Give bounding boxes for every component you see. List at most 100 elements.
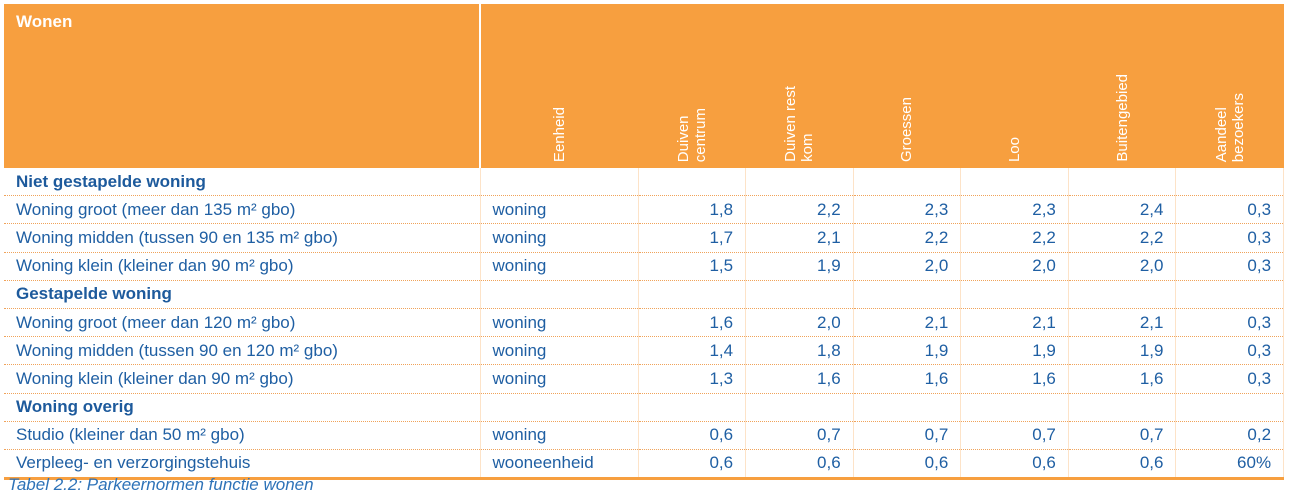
value-cell: 2,0 [853,252,962,281]
value-cell: 1,9 [960,336,1069,366]
value-cell: 2,1 [745,223,854,253]
value-cell: 1,3 [638,364,747,394]
table-row: Woning groot (meer dan 120 m² gbo) woning… [4,308,1285,338]
column-header-label: Duiven rest kom [782,86,817,162]
column-header-label: Aandeel bezoekers [1212,92,1247,162]
value-cell: 0,7 [745,421,854,450]
parking-norms-table: Wonen Eenheid Duiven centrum Duiven rest k… [4,4,1285,481]
empty-cell [1068,393,1177,422]
column-header-label: Groessen [898,96,916,162]
empty-cell [638,168,747,197]
value-cell: 0,6 [853,449,962,481]
value-cell: 2,2 [960,223,1069,253]
table-body: Niet gestapelde woning Woning groot (meer… [4,168,1285,481]
row-unit: woning [480,308,639,338]
value-cell: 0,3 [1175,223,1285,253]
value-cell: 2,2 [853,223,962,253]
empty-cell [1068,168,1177,197]
value-cell: 2,1 [1068,308,1177,338]
table-row: Studio (kleiner dan 50 m² gbo) woning 0,6 0… [4,421,1285,450]
value-cell: 0,7 [1068,421,1177,450]
row-label: Woning midden (tussen 90 en 135 m² gbo) [4,223,481,253]
value-cell: 1,6 [1068,364,1177,394]
row-label: Studio (kleiner dan 50 m² gbo) [4,421,481,450]
empty-cell [480,280,639,309]
empty-cell [853,280,962,309]
empty-cell [745,393,854,422]
empty-cell [745,168,854,197]
row-unit: wooneenheid [480,449,639,481]
empty-cell [853,393,962,422]
value-cell: 0,3 [1175,195,1285,225]
row-unit: woning [480,223,639,253]
value-cell: 2,2 [745,195,854,225]
column-header-label: Eenheid [551,106,568,162]
row-label: Woning klein (kleiner dan 90 m² gbo) [4,252,481,281]
value-cell: 0,3 [1175,252,1285,281]
value-cell: 0,6 [745,449,854,481]
empty-cell [960,280,1069,309]
value-cell: 2,1 [960,308,1069,338]
row-unit: woning [480,252,639,281]
group-label: Gestapelde woning [4,280,481,309]
empty-cell [638,280,747,309]
value-cell: 0,6 [638,449,747,481]
value-cell: 2,3 [853,195,962,225]
empty-cell [1175,393,1285,422]
table-row: Woning midden (tussen 90 en 135 m² gbo) w… [4,223,1285,253]
empty-cell [960,393,1069,422]
value-cell: 0,2 [1175,421,1285,450]
value-cell: 1,4 [638,336,747,366]
value-cell: 0,3 [1175,336,1285,366]
column-header: Duiven rest kom [745,4,854,168]
empty-cell [1068,280,1177,309]
value-cell: 1,9 [1068,336,1177,366]
value-cell: 2,0 [1068,252,1177,281]
value-cell: 2,0 [960,252,1069,281]
empty-cell [1175,168,1285,197]
group-header-row: Gestapelde woning [4,280,1285,309]
group-label: Niet gestapelde woning [4,168,481,197]
column-header: Duiven centrum [638,4,746,168]
value-cell: 1,7 [638,223,747,253]
column-header: Loo [960,4,1069,168]
row-label: Woning midden (tussen 90 en 120 m² gbo) [4,336,481,366]
value-cell: 0,7 [853,421,962,450]
empty-cell [960,168,1069,197]
value-cell: 0,3 [1175,308,1285,338]
value-cell: 2,0 [745,308,854,338]
value-cell: 0,6 [960,449,1069,481]
value-cell: 0,3 [1175,364,1285,394]
value-cell: 1,9 [853,336,962,366]
row-label: Woning klein (kleiner dan 90 m² gbo) [4,364,481,394]
column-header: Buitengebied [1068,4,1176,168]
value-cell: 1,8 [638,195,747,225]
column-header-label: Buitengebied [1113,74,1131,162]
group-header-row: Niet gestapelde woning [4,168,1285,197]
row-unit: woning [480,364,639,394]
row-label: Woning groot (meer dan 120 m² gbo) [4,308,481,338]
value-cell: 0,6 [638,421,747,450]
table-title: Wonen [4,4,481,168]
empty-cell [480,393,639,422]
table-row: Woning klein (kleiner dan 90 m² gbo) woni… [4,364,1285,394]
value-cell: 1,6 [638,308,747,338]
value-cell: 0,6 [1068,449,1177,481]
column-header: Aandeel bezoekers [1175,4,1284,168]
column-header-label: Loo [1006,136,1024,162]
value-cell: 1,9 [745,252,854,281]
row-unit: woning [480,195,639,225]
table-caption: Tabel 2.2: Parkeernormen functie wonen [8,475,314,494]
table-row: Woning groot (meer dan 135 m² gbo) woning… [4,195,1285,225]
group-label: Woning overig [4,393,481,422]
table-header-row: Wonen Eenheid Duiven centrum Duiven rest k… [4,4,1284,168]
column-header: Groessen [853,4,961,168]
column-header-label: Duiven centrum [674,107,709,162]
value-cell: 1,6 [960,364,1069,394]
empty-cell [480,168,639,197]
table-row: Verpleeg- en verzorgingstehuis wooneenhei… [4,449,1285,481]
value-cell: 1,6 [745,364,854,394]
value-cell: 2,4 [1068,195,1177,225]
value-cell: 1,8 [745,336,854,366]
group-header-row: Woning overig [4,393,1285,422]
